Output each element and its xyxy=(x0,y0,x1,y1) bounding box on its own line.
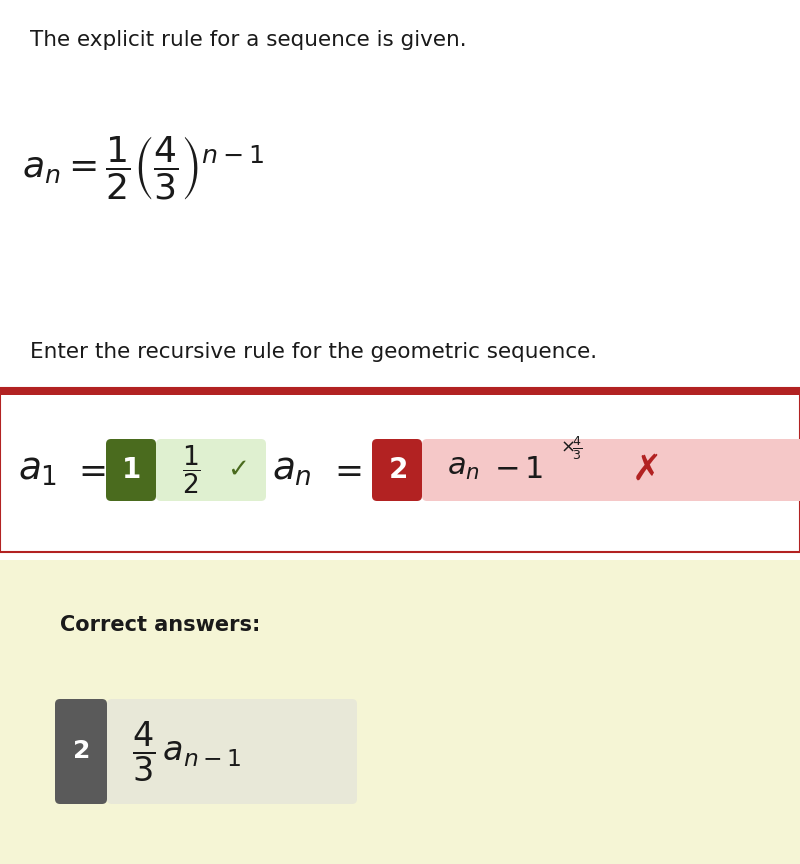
Text: $\mathbf{1}$: $\mathbf{1}$ xyxy=(122,456,141,484)
FancyBboxPatch shape xyxy=(156,439,266,501)
Text: $\mathbf{2}$: $\mathbf{2}$ xyxy=(72,740,90,764)
Text: ✗: ✗ xyxy=(632,453,662,487)
Bar xyxy=(35,560,765,829)
FancyBboxPatch shape xyxy=(55,699,107,804)
Text: $a_n = \dfrac{1}{2}\left(\dfrac{4}{3}\right)^{n-1}$: $a_n = \dfrac{1}{2}\left(\dfrac{4}{3}\ri… xyxy=(22,135,265,202)
Text: $;$: $;$ xyxy=(238,454,247,486)
FancyBboxPatch shape xyxy=(422,439,800,501)
Text: $=$: $=$ xyxy=(72,453,106,487)
Text: The explicit rule for a sequence is given.: The explicit rule for a sequence is give… xyxy=(30,30,466,50)
Bar xyxy=(0,0,800,560)
Text: $a_n$: $a_n$ xyxy=(272,452,312,488)
Text: $=$: $=$ xyxy=(328,453,362,487)
Bar xyxy=(0,388,800,395)
FancyBboxPatch shape xyxy=(107,699,357,804)
FancyBboxPatch shape xyxy=(106,439,156,501)
Text: $\dfrac{4}{3}\,a_{n-1}$: $\dfrac{4}{3}\,a_{n-1}$ xyxy=(132,720,242,784)
FancyBboxPatch shape xyxy=(372,439,422,501)
Text: $\mathbf{2}$: $\mathbf{2}$ xyxy=(387,456,406,484)
Bar xyxy=(0,560,800,864)
Text: Correct answers:: Correct answers: xyxy=(60,615,260,635)
Bar xyxy=(0,388,800,552)
Text: $\dfrac{1}{2}$: $\dfrac{1}{2}$ xyxy=(182,444,200,496)
Text: ✓: ✓ xyxy=(227,457,249,483)
Text: Enter the recursive rule for the geometric sequence.: Enter the recursive rule for the geometr… xyxy=(30,342,597,362)
Text: $-\,1$: $-\,1$ xyxy=(494,455,543,485)
Text: $\times\!\frac{4}{3}$: $\times\!\frac{4}{3}$ xyxy=(560,434,582,462)
Text: $a_1$: $a_1$ xyxy=(18,452,58,488)
Text: $a_n$: $a_n$ xyxy=(447,453,480,481)
Bar xyxy=(0,388,800,552)
